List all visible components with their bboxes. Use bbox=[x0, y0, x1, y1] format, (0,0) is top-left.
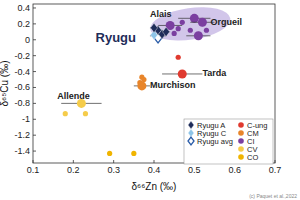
legend-label: Ryugu avg bbox=[197, 137, 233, 146]
point bbox=[204, 28, 209, 33]
y-tick bbox=[33, 55, 36, 56]
legend-marker bbox=[238, 130, 244, 136]
y-tick bbox=[33, 151, 36, 152]
x-tick bbox=[275, 160, 276, 163]
point bbox=[198, 18, 207, 27]
annotation: Allende bbox=[57, 91, 90, 101]
x-tick bbox=[154, 160, 155, 163]
y-tick-label: 0.2 bbox=[17, 19, 30, 29]
y-tick bbox=[33, 71, 36, 72]
y-tick bbox=[33, 39, 36, 40]
legend-marker bbox=[238, 122, 244, 128]
plot-frame bbox=[33, 4, 275, 163]
x-tick-label: 0.1 bbox=[27, 165, 40, 175]
x-tick-label: 0.6 bbox=[228, 165, 241, 175]
series-cv bbox=[61, 99, 101, 116]
point bbox=[137, 81, 146, 90]
point bbox=[163, 27, 170, 36]
x-tick bbox=[113, 160, 114, 163]
y-tick-label: -1 bbox=[22, 114, 30, 124]
point bbox=[172, 31, 177, 36]
y-axis-label: δ⁶⁵Cu (‰) bbox=[0, 60, 10, 106]
legend-marker bbox=[188, 121, 194, 129]
x-tick-label: 0.4 bbox=[148, 165, 161, 175]
legend-box bbox=[184, 119, 273, 164]
series-cm bbox=[134, 75, 150, 91]
x-tick bbox=[73, 160, 74, 163]
y-tick-label: -1.2 bbox=[14, 130, 30, 140]
point bbox=[83, 111, 88, 116]
point bbox=[63, 111, 68, 116]
point bbox=[107, 151, 112, 156]
y-tick-label: -0.4 bbox=[14, 67, 30, 77]
legend-marker bbox=[238, 154, 244, 160]
point bbox=[180, 20, 185, 25]
x-tick-label: 0.3 bbox=[107, 165, 120, 175]
point bbox=[176, 55, 181, 60]
series-co bbox=[107, 151, 136, 156]
point bbox=[150, 23, 157, 32]
y-tick bbox=[33, 87, 36, 88]
y-tick-label: -0.2 bbox=[14, 51, 30, 61]
y-tick-label: 0 bbox=[25, 35, 30, 45]
y-tick bbox=[33, 135, 36, 136]
point bbox=[178, 69, 187, 78]
point bbox=[190, 14, 199, 23]
chart: 0.1 0.2 0.3 0.4 0.5 0.6 0.7 -1.4 -1.2 -1 -0.8 -0.6 -… bbox=[0, 0, 300, 200]
point bbox=[176, 26, 181, 31]
series-c-ung bbox=[162, 55, 202, 79]
source: (c) Paquet et al.,2022 bbox=[249, 193, 297, 199]
point bbox=[131, 151, 136, 156]
y-tick bbox=[33, 119, 36, 120]
x-tick-label: 0.5 bbox=[188, 165, 201, 175]
y-tick-label: -0.6 bbox=[14, 82, 30, 92]
legend-marker bbox=[238, 146, 244, 152]
legend: Ryugu ARyugu CRyugu avgC-ungCMCICVCO bbox=[184, 119, 273, 164]
annotation: Alais bbox=[150, 9, 172, 19]
annotation: Orgueil bbox=[210, 17, 242, 27]
series-ryugu-a bbox=[150, 23, 170, 39]
annotation: Murchison bbox=[150, 80, 196, 90]
x-tick-label: 0.7 bbox=[269, 165, 282, 175]
y-tick bbox=[33, 103, 36, 104]
y-tick-label: -0.8 bbox=[14, 98, 30, 108]
legend-label: CO bbox=[247, 153, 258, 162]
x-tick bbox=[33, 160, 34, 163]
legend-marker bbox=[188, 137, 194, 145]
y-tick-label: 0.4 bbox=[17, 3, 30, 13]
y-tick bbox=[33, 23, 36, 24]
point bbox=[188, 28, 193, 33]
legend-marker bbox=[188, 129, 194, 137]
y-tick-label: -1.4 bbox=[14, 146, 30, 156]
plot-area bbox=[61, 4, 232, 156]
x-axis-label: δ⁶⁶Zn (‰) bbox=[132, 181, 177, 192]
point bbox=[194, 31, 203, 40]
x-tick-label: 0.2 bbox=[67, 165, 80, 175]
legend-marker bbox=[238, 138, 244, 144]
annotation: Ryugu bbox=[96, 30, 136, 45]
y-tick bbox=[33, 7, 36, 8]
annotation: Tarda bbox=[202, 68, 227, 78]
